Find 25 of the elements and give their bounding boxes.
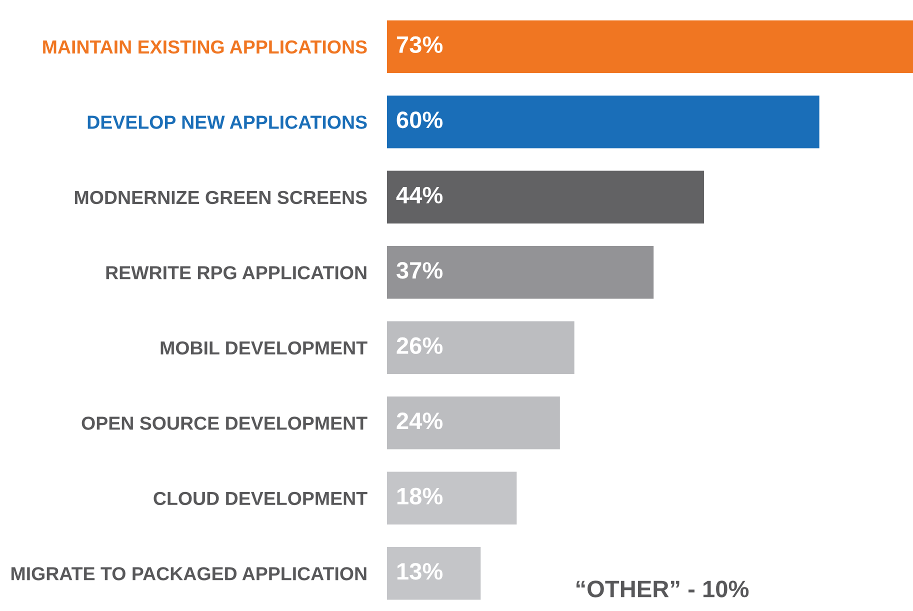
bar	[387, 321, 574, 374]
y-tick-label: REWRITE RPG APPLICATION	[106, 266, 366, 280]
data-label: 18%	[397, 488, 443, 504]
y-tick-label: MOBIL DEVELOPMENT	[160, 341, 368, 355]
annotation: “OTHER” - 10%	[576, 580, 749, 598]
bar	[387, 96, 820, 148]
bar	[387, 472, 517, 524]
y-tick-label: CLOUD DEVELOPMENT	[154, 492, 368, 506]
data-label: 13%	[397, 562, 443, 580]
bar	[387, 170, 704, 224]
y-tick-label: DEVELOP NEW APPLICATIONS	[88, 116, 367, 129]
y-tick-label: MIGRATE TO PACKAGED APPLICATION	[11, 567, 366, 580]
y-tick-label: OPEN SOURCE DEVELOPMENT	[82, 416, 368, 430]
data-label: 73%	[396, 36, 443, 54]
data-label: 37%	[396, 262, 443, 279]
data-label: 26%	[396, 337, 443, 354]
bar	[387, 246, 654, 299]
data-label: 24%	[396, 412, 443, 430]
y-tick-label: MODNERNIZE GREEN SCREENS	[75, 190, 367, 204]
y-tick-label: MAINTAIN EXISTING APPLICATIONS	[43, 40, 367, 54]
data-label: 44%	[396, 186, 443, 204]
bar	[387, 547, 481, 600]
bar	[387, 396, 560, 450]
data-label: 60%	[396, 112, 443, 128]
bar	[387, 20, 913, 73]
